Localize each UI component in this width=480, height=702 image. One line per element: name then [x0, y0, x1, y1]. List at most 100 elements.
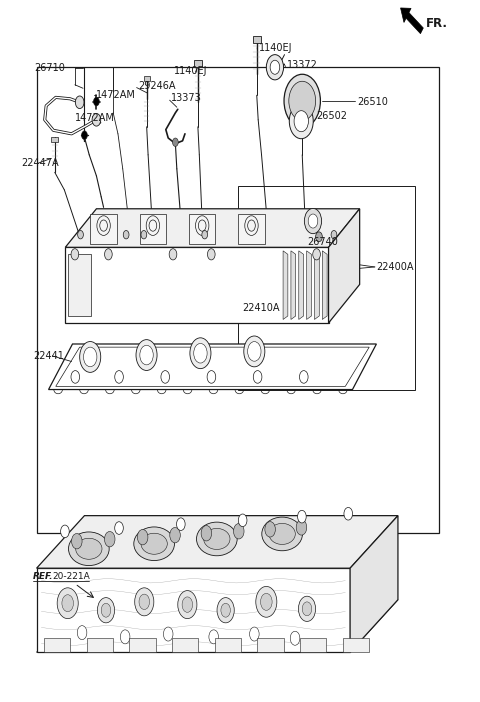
Ellipse shape [204, 529, 230, 550]
Bar [239, 214, 264, 244]
Text: 26740: 26740 [307, 237, 338, 247]
Text: 22441: 22441 [33, 351, 64, 361]
Circle shape [207, 371, 216, 383]
Polygon shape [65, 208, 360, 247]
Circle shape [140, 345, 153, 365]
Circle shape [248, 342, 261, 362]
Circle shape [313, 249, 321, 260]
Polygon shape [283, 251, 288, 319]
Circle shape [92, 114, 101, 126]
Text: 26510: 26510 [357, 98, 388, 107]
Circle shape [120, 630, 130, 644]
Circle shape [233, 524, 244, 539]
Circle shape [137, 529, 148, 545]
Circle shape [169, 249, 177, 260]
Circle shape [94, 98, 99, 106]
Text: REF.: REF. [33, 572, 54, 581]
Circle shape [244, 336, 265, 367]
Circle shape [299, 596, 316, 621]
Polygon shape [328, 208, 360, 323]
Ellipse shape [141, 534, 168, 555]
Circle shape [290, 631, 300, 645]
Circle shape [194, 343, 207, 363]
Circle shape [101, 603, 111, 617]
Circle shape [178, 590, 197, 618]
Circle shape [298, 510, 306, 523]
Ellipse shape [69, 532, 109, 566]
Circle shape [84, 347, 97, 366]
Circle shape [75, 96, 84, 109]
Circle shape [77, 625, 87, 640]
Polygon shape [36, 516, 398, 568]
Circle shape [207, 249, 215, 260]
Ellipse shape [196, 522, 237, 556]
Bar [215, 638, 241, 652]
Circle shape [60, 525, 69, 538]
Text: 20-221A: 20-221A [52, 572, 90, 581]
Polygon shape [291, 251, 296, 319]
Polygon shape [299, 251, 303, 319]
Polygon shape [36, 568, 350, 652]
Bar [36, 67, 439, 533]
Circle shape [289, 81, 316, 121]
Circle shape [316, 232, 323, 241]
Circle shape [253, 371, 262, 383]
Circle shape [344, 508, 353, 520]
Text: 22410A: 22410A [242, 303, 280, 312]
Circle shape [202, 230, 207, 239]
Bar [253, 36, 261, 43]
Circle shape [123, 230, 129, 239]
Bar [257, 638, 284, 652]
Text: 1472AM: 1472AM [96, 90, 136, 100]
Circle shape [201, 526, 212, 541]
Polygon shape [323, 251, 327, 319]
Circle shape [266, 55, 284, 80]
Polygon shape [48, 344, 376, 390]
FancyArrow shape [401, 8, 423, 34]
Circle shape [115, 522, 123, 534]
Polygon shape [36, 600, 398, 652]
Ellipse shape [76, 538, 102, 559]
Bar [189, 214, 216, 244]
Circle shape [177, 518, 185, 531]
Text: 1472AM: 1472AM [75, 114, 115, 124]
Text: 1140EJ: 1140EJ [259, 43, 293, 53]
Bar [140, 214, 166, 244]
Text: FR.: FR. [426, 17, 448, 29]
Bar [90, 214, 117, 244]
Circle shape [296, 519, 307, 535]
Circle shape [209, 630, 218, 644]
Bar [51, 137, 58, 143]
Circle shape [261, 593, 272, 610]
Circle shape [300, 371, 308, 383]
Circle shape [139, 594, 150, 609]
Circle shape [308, 214, 318, 228]
Circle shape [182, 597, 192, 612]
Circle shape [289, 104, 313, 139]
Circle shape [72, 534, 82, 549]
Bar [343, 638, 369, 652]
Circle shape [71, 371, 80, 383]
Text: 26502: 26502 [317, 111, 348, 121]
Text: 13372: 13372 [287, 60, 318, 70]
Text: 26710: 26710 [34, 63, 65, 73]
Circle shape [239, 514, 247, 526]
Circle shape [57, 588, 78, 618]
Bar [144, 76, 150, 81]
Circle shape [217, 597, 234, 623]
Circle shape [284, 74, 321, 128]
Circle shape [115, 371, 123, 383]
Circle shape [135, 588, 154, 616]
Text: 22447A: 22447A [21, 158, 59, 168]
Bar [300, 638, 326, 652]
Circle shape [256, 586, 277, 617]
Ellipse shape [134, 527, 175, 561]
Circle shape [80, 342, 101, 372]
Circle shape [302, 602, 312, 616]
Text: 29246A: 29246A [139, 81, 176, 91]
Circle shape [163, 627, 173, 641]
Circle shape [221, 603, 230, 617]
Circle shape [265, 522, 276, 537]
Circle shape [170, 527, 180, 543]
Circle shape [161, 371, 169, 383]
